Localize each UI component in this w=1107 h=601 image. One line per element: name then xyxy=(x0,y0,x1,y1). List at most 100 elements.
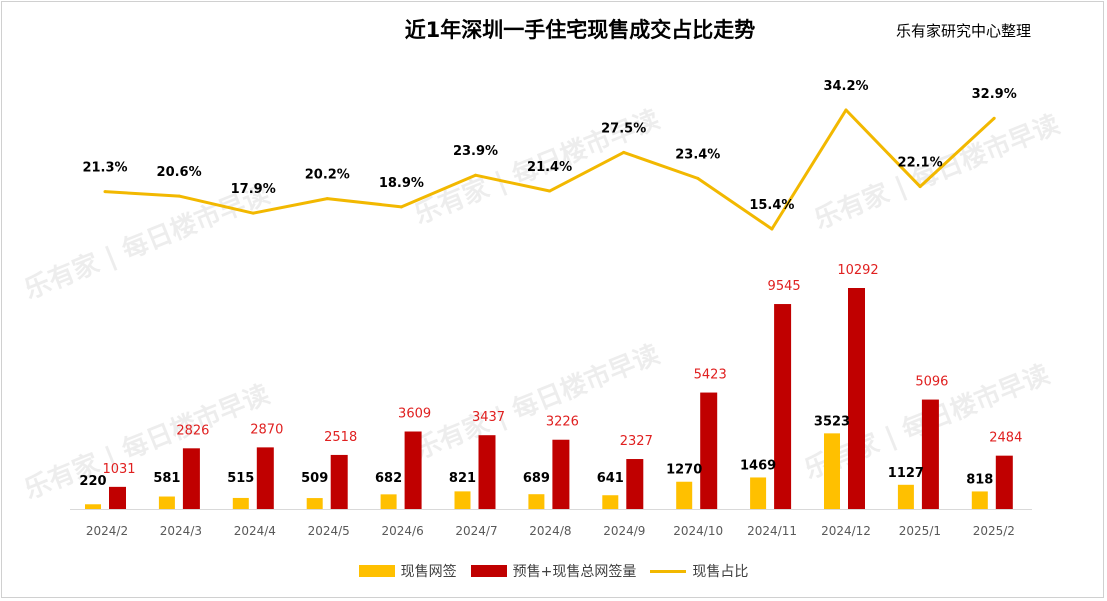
data-label-total-sales: 2518 xyxy=(324,430,357,445)
data-label-spot-ratio: 17.9% xyxy=(231,182,276,197)
x-tick-label: 2024/11 xyxy=(747,524,797,538)
data-label-total-sales: 1031 xyxy=(102,462,135,477)
data-label-total-sales: 3437 xyxy=(472,410,505,425)
data-label-spot-sales: 509 xyxy=(301,471,328,486)
data-label-spot-ratio: 21.3% xyxy=(82,161,127,176)
legend-item-spot-ratio: 现售占比 xyxy=(650,561,748,581)
data-label-spot-ratio: 18.9% xyxy=(379,176,424,191)
x-tick-label: 2024/2 xyxy=(86,524,128,538)
data-label-spot-sales: 1127 xyxy=(888,466,924,481)
x-tick-label: 2024/9 xyxy=(603,524,645,538)
bar-total-sales xyxy=(995,455,1013,509)
data-label-total-sales: 9545 xyxy=(768,279,801,294)
x-tick-label: 2024/4 xyxy=(234,524,276,538)
x-tick-label: 2024/12 xyxy=(821,524,871,538)
data-label-spot-ratio: 23.4% xyxy=(675,147,720,162)
data-label-spot-ratio: 22.1% xyxy=(898,156,943,171)
bar-total-sales xyxy=(700,392,718,509)
legend-label: 预售+现售总网签量 xyxy=(512,564,637,580)
data-label-total-sales: 3226 xyxy=(546,415,579,430)
watermark: 乐有家 | 每日楼市早读 xyxy=(20,179,274,306)
data-label-total-sales: 2826 xyxy=(176,423,209,438)
data-label-spot-sales: 682 xyxy=(375,471,402,486)
bar-total-sales xyxy=(109,486,126,509)
legend: 现售网签 预售+现售总网签量 现售占比 xyxy=(0,561,1107,581)
data-label-total-sales: 5423 xyxy=(694,368,727,383)
line-point-spot-ratio xyxy=(622,150,626,154)
data-label-spot-ratio: 32.9% xyxy=(972,87,1017,102)
x-tick-label: 2024/5 xyxy=(308,524,350,538)
legend-swatch xyxy=(470,565,507,577)
legend-label: 现售占比 xyxy=(692,564,749,580)
line-point-spot-ratio xyxy=(103,190,107,194)
bar-total-sales xyxy=(848,288,865,509)
data-label-spot-sales: 689 xyxy=(523,471,550,486)
data-label-spot-sales: 220 xyxy=(79,474,106,489)
data-label-spot-ratio: 27.5% xyxy=(601,121,646,136)
data-label-total-sales: 3609 xyxy=(398,407,431,422)
bar-spot-sales xyxy=(306,498,323,509)
bar-spot-sales xyxy=(454,491,471,509)
data-label-spot-sales: 1469 xyxy=(740,458,776,473)
data-label-spot-ratio: 21.4% xyxy=(527,160,572,175)
line-point-spot-ratio xyxy=(992,116,996,120)
bar-total-sales xyxy=(330,454,348,509)
x-tick-label: 2024/10 xyxy=(673,524,723,538)
data-label-total-sales: 5096 xyxy=(915,375,948,390)
bar-total-sales xyxy=(552,439,570,509)
data-label-spot-ratio: 15.4% xyxy=(749,198,794,213)
x-tick-label: 2025/2 xyxy=(973,524,1015,538)
bar-spot-sales xyxy=(85,504,101,509)
bar-total-sales xyxy=(182,448,200,509)
chart-title: 近1年深圳一手住宅现售成交占比走势 xyxy=(404,18,756,42)
bar-spot-sales xyxy=(824,433,840,509)
bar-total-sales xyxy=(921,399,939,509)
data-label-spot-sales: 641 xyxy=(597,471,624,486)
line-point-spot-ratio xyxy=(844,108,848,112)
data-label-total-sales: 2327 xyxy=(620,434,653,449)
bar-spot-sales xyxy=(232,497,249,509)
line-point-spot-ratio xyxy=(399,205,403,209)
line-point-spot-ratio xyxy=(474,173,477,177)
x-tick-label: 2025/1 xyxy=(899,524,941,538)
x-tick-label: 2024/3 xyxy=(160,524,202,538)
line-point-spot-ratio xyxy=(251,211,255,215)
data-label-total-sales: 2484 xyxy=(989,431,1022,446)
legend-item-total-sales: 预售+现售总网签量 xyxy=(470,561,637,581)
data-label-spot-ratio: 20.2% xyxy=(305,168,350,183)
data-label-total-sales: 2870 xyxy=(250,422,283,437)
bar-spot-sales xyxy=(676,481,693,509)
line-point-spot-ratio xyxy=(177,194,181,198)
legend-swatch xyxy=(650,569,687,573)
data-label-spot-sales: 515 xyxy=(227,471,254,486)
legend-swatch xyxy=(358,565,395,577)
data-label-spot-sales: 821 xyxy=(449,471,476,486)
x-tick-label: 2024/7 xyxy=(455,524,497,538)
data-label-spot-ratio: 20.6% xyxy=(157,165,202,180)
bar-total-sales xyxy=(478,435,496,509)
bar-spot-sales xyxy=(602,495,619,509)
bar-spot-sales xyxy=(380,494,397,509)
line-point-spot-ratio xyxy=(918,185,922,189)
bar-total-sales xyxy=(404,431,422,509)
chart-source: 乐有家研究中心整理 xyxy=(895,22,1031,40)
bar-total-sales xyxy=(256,447,274,509)
bar-spot-sales xyxy=(750,477,767,509)
line-point-spot-ratio xyxy=(325,197,329,201)
data-label-spot-sales: 818 xyxy=(966,472,993,487)
x-tick-label: 2024/8 xyxy=(529,524,571,538)
bar-spot-sales xyxy=(971,491,988,509)
data-label-spot-sales: 581 xyxy=(153,471,180,486)
data-label-spot-ratio: 23.9% xyxy=(453,144,498,159)
bar-spot-sales xyxy=(897,484,914,509)
bar-total-sales xyxy=(774,304,792,509)
bar-total-sales xyxy=(626,459,644,509)
line-point-spot-ratio xyxy=(696,176,700,180)
data-label-spot-ratio: 34.2% xyxy=(823,79,868,94)
data-label-spot-sales: 3523 xyxy=(814,414,850,429)
data-label-total-sales: 10292 xyxy=(837,263,878,278)
legend-label: 现售网签 xyxy=(400,564,457,580)
line-point-spot-ratio xyxy=(770,227,774,231)
